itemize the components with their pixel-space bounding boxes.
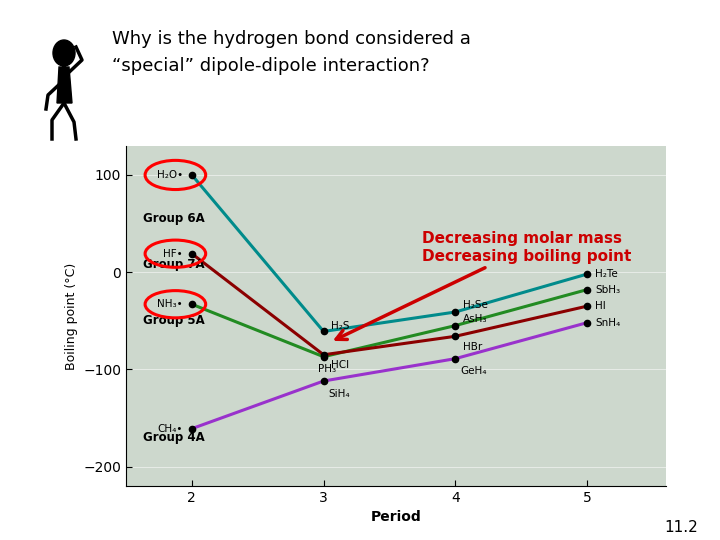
- Ellipse shape: [53, 40, 75, 66]
- Text: SiH₄: SiH₄: [329, 389, 351, 399]
- Text: SnH₄: SnH₄: [595, 318, 620, 328]
- Text: HBr: HBr: [463, 342, 482, 352]
- Y-axis label: Boiling point (°C): Boiling point (°C): [65, 262, 78, 369]
- Text: HI: HI: [595, 301, 606, 311]
- Text: SbH₃: SbH₃: [595, 285, 620, 295]
- Text: H₂Te: H₂Te: [595, 269, 618, 279]
- X-axis label: Period: Period: [371, 510, 421, 524]
- Text: Group 5A: Group 5A: [143, 314, 205, 327]
- Text: PH₃: PH₃: [318, 364, 336, 374]
- Text: “special” dipole-dipole interaction?: “special” dipole-dipole interaction?: [112, 57, 429, 75]
- Text: Group 4A: Group 4A: [143, 431, 205, 444]
- Text: NH₃•: NH₃•: [157, 299, 183, 309]
- Text: Group 6A: Group 6A: [143, 212, 205, 225]
- Text: H₂Se: H₂Se: [463, 300, 488, 310]
- Text: AsH₃: AsH₃: [463, 314, 487, 324]
- Text: GeH₄: GeH₄: [461, 366, 487, 376]
- Text: H₂S: H₂S: [331, 321, 350, 330]
- Text: Why is the hydrogen bond considered a: Why is the hydrogen bond considered a: [112, 30, 470, 48]
- Polygon shape: [57, 67, 72, 103]
- Text: Decreasing molar mass
Decreasing boiling point: Decreasing molar mass Decreasing boiling…: [336, 231, 631, 340]
- Text: CH₄•: CH₄•: [157, 424, 183, 434]
- Text: 11.2: 11.2: [665, 519, 698, 535]
- Text: HF•: HF•: [163, 249, 183, 259]
- Text: Group 7A: Group 7A: [143, 258, 204, 271]
- Text: HCl: HCl: [331, 361, 350, 370]
- Text: H₂O•: H₂O•: [156, 170, 183, 180]
